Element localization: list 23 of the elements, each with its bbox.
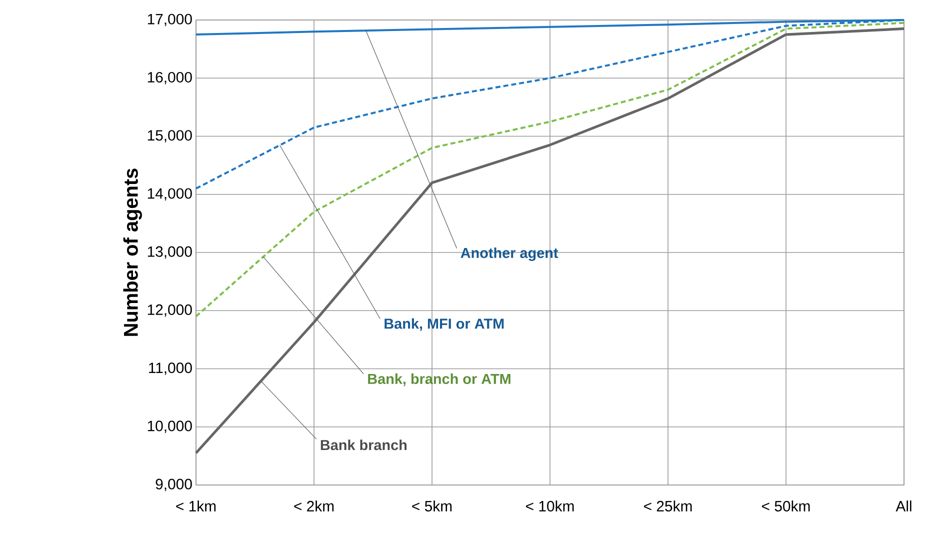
- x-tick-label: < 50km: [762, 500, 810, 512]
- y-tick-label: 10,000: [148, 420, 192, 434]
- text: Bank, MFI or ATM: [384, 318, 504, 331]
- text: Another agent: [460, 247, 558, 261]
- y-axis-title: Number of agents: [123, 168, 142, 336]
- x-tick-label: < 10km: [526, 500, 574, 512]
- y-tick-label: 17,000: [148, 14, 192, 26]
- x-tick-label: All: [896, 500, 912, 512]
- line-series: [195, 22, 906, 318]
- x-tick-label: < 1km: [176, 500, 216, 512]
- y-tick-label: 16,000: [148, 72, 192, 84]
- y-tick-label: 12,000: [148, 304, 192, 317]
- y-tick-label: 11,000: [149, 362, 192, 375]
- text: Bank, branch or ATM: [368, 373, 510, 386]
- y-tick-label: 14,000: [148, 188, 192, 201]
- text: Bank branch: [320, 440, 407, 450]
- y-tick-label: 9,000: [156, 478, 192, 492]
- line-series: [194, 27, 906, 454]
- x-tick-label: < 2km: [294, 500, 334, 512]
- x-tick-label: < 25km: [644, 500, 692, 512]
- y-tick-label: 15,000: [148, 130, 192, 142]
- y-tick-label: 13,000: [148, 246, 192, 259]
- x-tick-label: < 5km: [412, 500, 452, 512]
